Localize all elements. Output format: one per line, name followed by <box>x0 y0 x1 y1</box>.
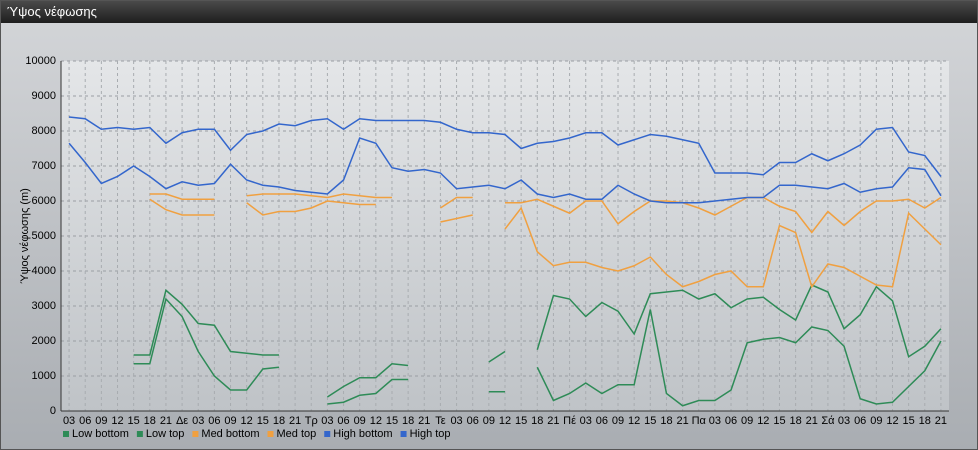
x-tick-label: 06 <box>596 415 608 427</box>
legend-label: Low top <box>146 428 185 440</box>
x-tick-label: 21 <box>676 415 688 427</box>
x-tick-label: 09 <box>483 415 495 427</box>
x-tick-label: 15 <box>903 415 915 427</box>
x-tick-label: 03 <box>580 415 592 427</box>
x-tick-label: Πα <box>692 415 707 427</box>
x-tick-label: 15 <box>128 415 140 427</box>
legend-marker <box>192 431 199 437</box>
x-tick-label: 21 <box>289 415 301 427</box>
x-tick-label: 06 <box>725 415 737 427</box>
x-tick-label: 12 <box>241 415 253 427</box>
legend-label: High top <box>410 428 451 440</box>
x-tick-label: 06 <box>467 415 479 427</box>
x-tick-label: 12 <box>886 415 898 427</box>
legend-marker <box>136 431 143 437</box>
x-tick-label: 12 <box>499 415 511 427</box>
series-line <box>68 116 942 177</box>
x-tick-label: 03 <box>192 415 204 427</box>
x-tick-label: Τρ <box>305 415 318 427</box>
x-tick-label: 06 <box>208 415 220 427</box>
legend-label: High bottom <box>333 428 392 440</box>
legend-label: Med top <box>277 428 317 440</box>
x-tick-label: 21 <box>160 415 172 427</box>
series-line <box>149 193 942 234</box>
x-tick-label: 09 <box>870 415 882 427</box>
x-tick-label: 15 <box>773 415 785 427</box>
y-tick-label: 9000 <box>32 90 56 102</box>
chart: Ύψος νέφωσης (m) 0 1000 2000 3000 4000 5000 60… <box>19 55 949 440</box>
y-tick-label: 2000 <box>32 335 56 347</box>
y-tick-label: 4000 <box>32 265 56 277</box>
x-tick-label: 09 <box>354 415 366 427</box>
y-tick-label: 10000 <box>25 55 56 67</box>
x-tick-label: 21 <box>547 415 559 427</box>
x-tick-label: 09 <box>224 415 236 427</box>
x-tick-label: 06 <box>854 415 866 427</box>
x-tick-label: 21 <box>418 415 430 427</box>
x-tick-label: 06 <box>337 415 349 427</box>
x-tick-label: Σά <box>821 415 835 427</box>
legend-label: Med bottom <box>201 428 259 440</box>
x-tick-label: 18 <box>402 415 414 427</box>
x-tick-label: 12 <box>370 415 382 427</box>
x-tick-label: 15 <box>257 415 269 427</box>
series-line <box>133 284 942 398</box>
x-tick-label: 03 <box>63 415 75 427</box>
series-line <box>149 198 942 289</box>
x-tick-label: 18 <box>144 415 156 427</box>
title-bar: Ύψος νέφωσης <box>1 1 977 23</box>
x-tick-label: Δε <box>176 415 188 427</box>
series-line <box>68 137 942 204</box>
x-tick-label: 18 <box>273 415 285 427</box>
y-axis-label: Ύψος νέφωσης (m) <box>19 188 31 284</box>
x-tick-label: 12 <box>111 415 123 427</box>
y-tick-label: 8000 <box>32 125 56 137</box>
x-tick-label: 21 <box>935 415 947 427</box>
x-tick-label: 03 <box>838 415 850 427</box>
x-tick-label: 18 <box>660 415 672 427</box>
series-line <box>133 297 942 407</box>
y-tick-label: 1000 <box>32 370 56 382</box>
y-tick-label: 0 <box>50 405 56 417</box>
legend-marker <box>267 431 274 437</box>
x-tick-label: 15 <box>386 415 398 427</box>
legend-marker <box>63 431 69 437</box>
x-tick-label: 18 <box>789 415 801 427</box>
x-tick-label: 15 <box>644 415 656 427</box>
x-tick-label: 09 <box>741 415 753 427</box>
x-tick-label: 09 <box>612 415 624 427</box>
y-tick-label: 6000 <box>32 195 56 207</box>
x-tick-label: 12 <box>757 415 769 427</box>
x-tick-label: Τε <box>435 415 446 427</box>
x-tick-label: Πέ <box>563 415 576 427</box>
x-tick-label: 06 <box>79 415 91 427</box>
legend-marker <box>324 431 331 437</box>
x-tick-label: 18 <box>531 415 543 427</box>
legend-label: Low bottom <box>72 428 129 440</box>
x-tick-label: 09 <box>95 415 107 427</box>
x-tick-label: 12 <box>628 415 640 427</box>
x-tick-label: 03 <box>709 415 721 427</box>
x-tick-label: 03 <box>321 415 333 427</box>
x-tick-label: 03 <box>450 415 462 427</box>
x-tick-label: 21 <box>806 415 818 427</box>
x-tick-label: 15 <box>515 415 527 427</box>
x-tick-label: 18 <box>919 415 931 427</box>
y-tick-label: 5000 <box>32 230 56 242</box>
legend-marker <box>400 431 407 437</box>
y-tick-label: 3000 <box>32 300 56 312</box>
y-tick-label: 7000 <box>32 160 56 172</box>
